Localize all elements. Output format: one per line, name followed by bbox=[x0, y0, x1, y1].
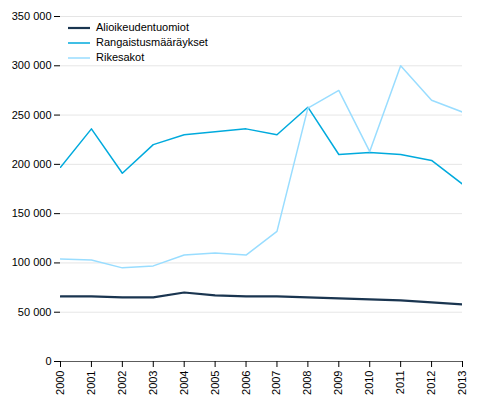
svg-text:2004: 2004 bbox=[178, 371, 190, 395]
html-text:Alioikeudentuomiot: Alioikeudentuomiot bbox=[96, 21, 189, 33]
svg-text:0: 0 bbox=[45, 355, 51, 367]
svg-text:2001: 2001 bbox=[85, 371, 97, 395]
svg-text:2003: 2003 bbox=[147, 371, 159, 395]
svg-text:2008: 2008 bbox=[301, 371, 313, 395]
svg-text:2002: 2002 bbox=[116, 371, 128, 395]
svg-text:100 000: 100 000 bbox=[12, 256, 52, 268]
svg-text:350 000: 350 000 bbox=[12, 10, 52, 22]
svg-text:2005: 2005 bbox=[209, 371, 221, 395]
svg-text:2013: 2013 bbox=[456, 371, 468, 395]
svg-text:2009: 2009 bbox=[332, 371, 344, 395]
html-text:Rangaistusmääräykset: Rangaistusmääräykset bbox=[96, 36, 208, 48]
svg-text:2007: 2007 bbox=[270, 371, 282, 395]
svg-text:2000: 2000 bbox=[54, 371, 66, 395]
svg-text:150 000: 150 000 bbox=[12, 207, 52, 219]
svg-text:2012: 2012 bbox=[425, 371, 437, 395]
svg-text:2006: 2006 bbox=[240, 371, 252, 395]
svg-text:50 000: 50 000 bbox=[18, 306, 52, 318]
svg-text:250 000: 250 000 bbox=[12, 109, 52, 121]
svg-text:300 000: 300 000 bbox=[12, 59, 52, 71]
svg-text:2011: 2011 bbox=[394, 371, 406, 395]
html-text:Rikesakot: Rikesakot bbox=[96, 51, 145, 63]
svg-text:200 000: 200 000 bbox=[12, 158, 52, 170]
svg-text:2010: 2010 bbox=[363, 371, 375, 395]
